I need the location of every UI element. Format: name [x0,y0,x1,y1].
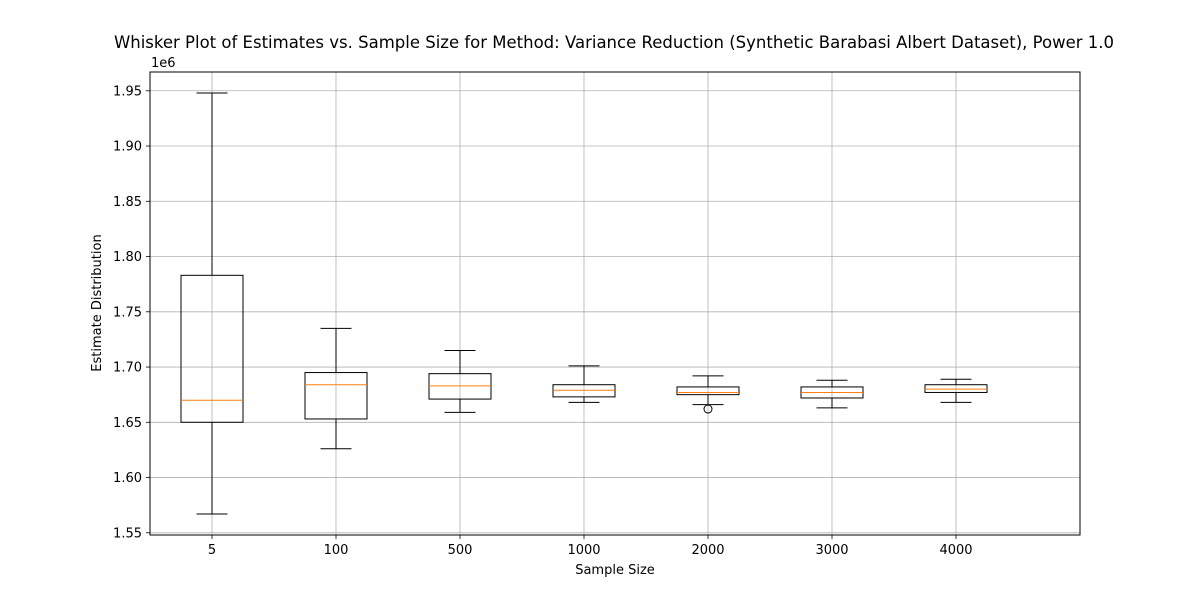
y-tick-label: 1.80 [113,250,142,265]
box-500 [428,349,492,413]
y-tick-label: 1.60 [113,471,142,486]
chart-title: Whisker Plot of Estimates vs. Sample Siz… [114,33,1114,52]
box-100 [304,327,368,450]
iqr-box [304,372,368,420]
x-tick-label: 500 [448,543,473,558]
iqr-box [428,373,492,400]
y-axis-label: Estimate Distribution [90,234,105,371]
y-tick-label: 1.75 [113,305,142,320]
outlier-point [703,404,713,414]
box-3000 [800,379,864,409]
iqr-box [552,384,616,398]
y-tick-label: 1.90 [113,140,142,155]
x-tick-label: 3000 [815,543,848,558]
plot-frame [149,71,1081,536]
grid-lines [150,72,1080,535]
y-axis-ticks: 1.55 1.60 1.65 1.70 1.75 1.80 1.85 1.90 1.95 [113,84,150,541]
box-4000 [924,378,988,403]
x-axis-label: Sample Size [575,563,655,578]
x-tick-label: 1000 [567,543,600,558]
x-tick-label: 5 [208,543,216,558]
y-tick-label: 1.55 [113,526,142,541]
box-series [180,92,988,515]
iqr-box [676,386,740,396]
iqr-box [924,384,988,393]
iqr-box [180,274,244,423]
y-tick-label: 1.95 [113,84,142,99]
x-tick-label: 100 [324,543,349,558]
y-offset-label: 1e6 [151,56,176,71]
box-5 [180,92,244,515]
y-tick-label: 1.70 [113,361,142,376]
y-tick-label: 1.85 [113,195,142,210]
x-tick-label: 2000 [691,543,724,558]
box-1000 [552,365,616,403]
x-axis-ticks: 5 100 500 1000 2000 3000 4000 [208,535,973,558]
y-tick-label: 1.65 [113,416,142,431]
box-2000 [676,375,740,414]
x-tick-label: 4000 [939,543,972,558]
